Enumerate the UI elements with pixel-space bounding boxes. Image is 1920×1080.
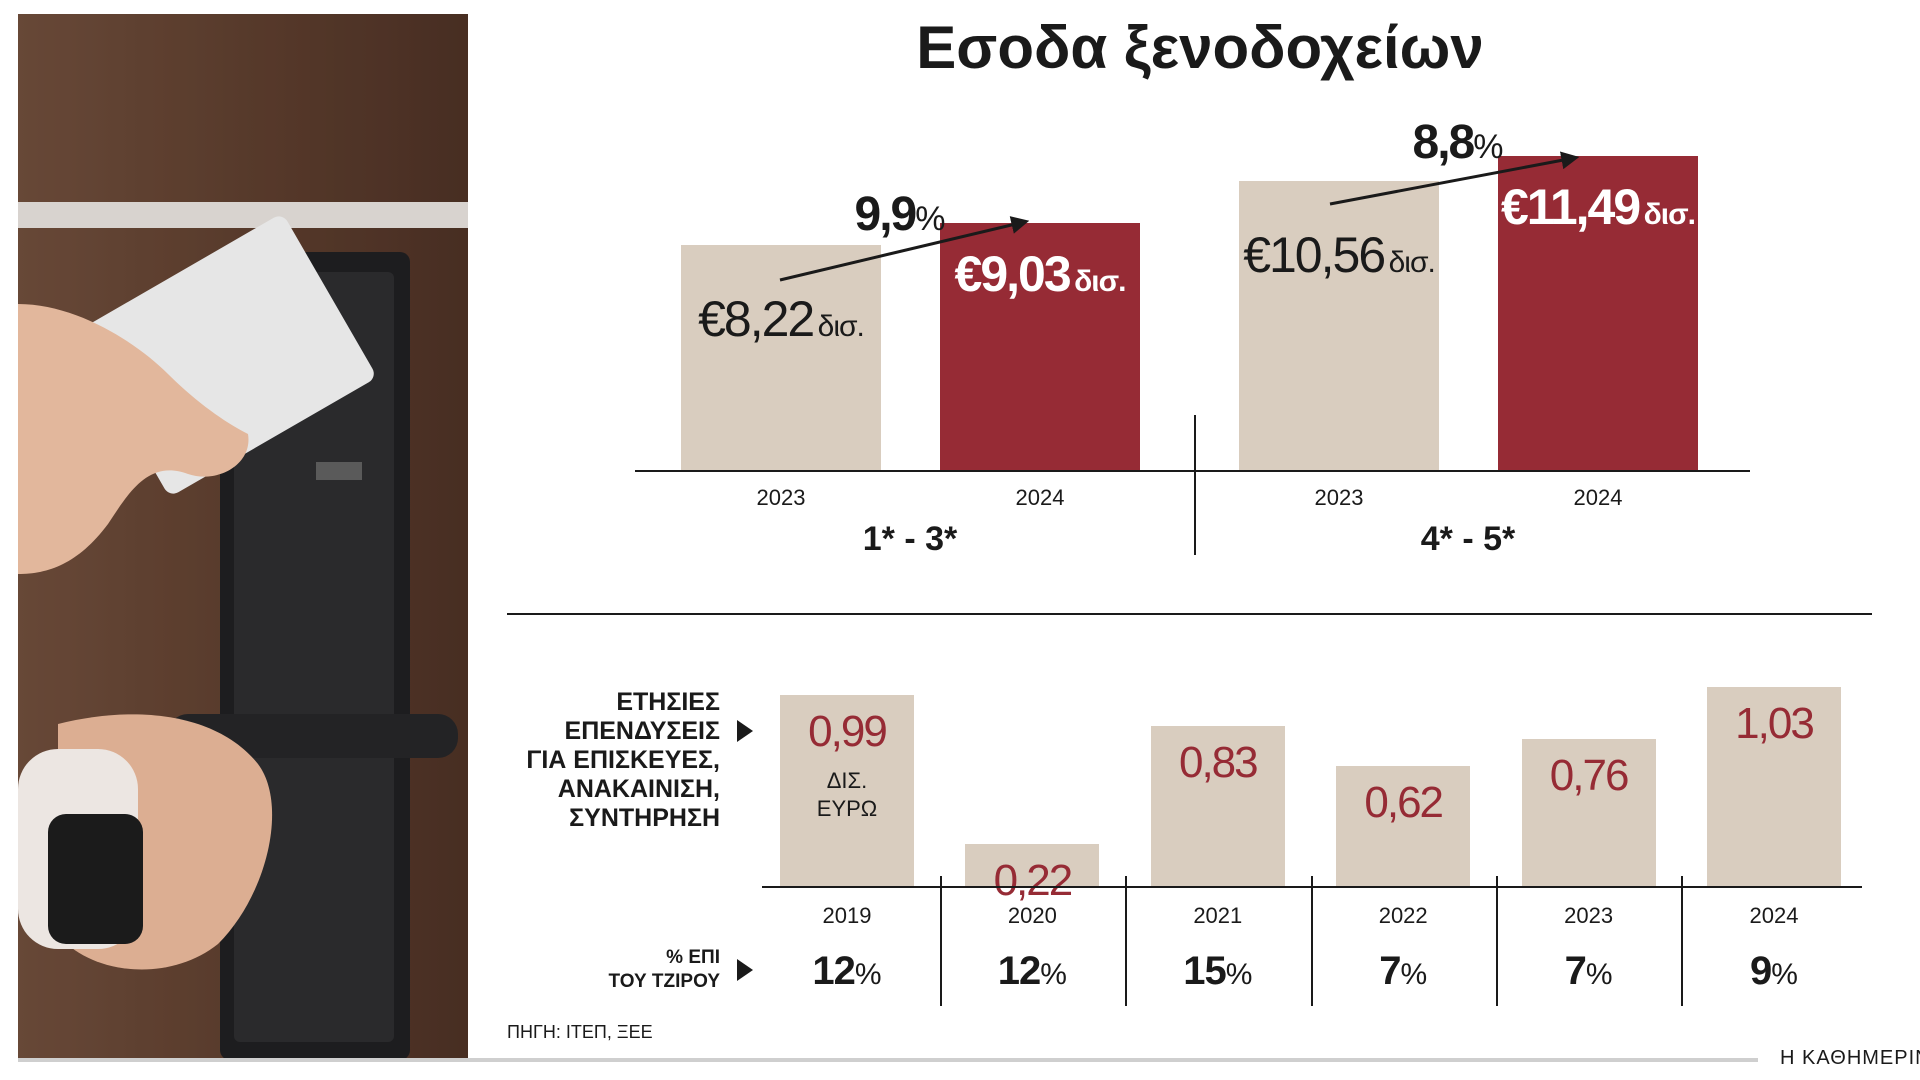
revenue-value-13-2023: €8,22 δισ. [698,291,865,348]
growth-label-45: 8,8% [1412,116,1504,169]
revenue-year-13-2024: 2024 [1015,485,1065,510]
column-separator-2023 [1496,876,1498,1006]
revenue-year-45-2023: 2023 [1314,485,1364,510]
revenue-year-13-2023: 2023 [756,485,806,510]
investment-value-2019: 0,99 [808,706,888,756]
section-divider [507,613,1872,615]
hotel-door-keycard-photo [18,14,468,1059]
investment-bar-2024 [1707,687,1841,886]
turnover-share-2020: 12% [997,949,1067,993]
investment-value-2021: 0,83 [1178,737,1259,787]
revenue-bar-13-2023 [681,245,881,470]
turnover-share-2024: 9% [1750,949,1798,993]
category-label-45: 4* - 5* [1420,520,1516,558]
chart-title: Εσοδα ξενοδοχείων [916,14,1484,81]
investment-value-2023: 0,76 [1549,751,1630,801]
footer-rule [18,1058,1758,1062]
turnover-share-2023: 7% [1564,949,1613,993]
group-separator [1194,415,1196,555]
investment-value-2024: 1,03 [1735,699,1815,749]
investment-row-pointer [737,720,753,742]
top-baseline [635,470,1750,472]
category-label-13: 1* - 3* [862,520,958,558]
investment-year-2023: 2023 [1564,903,1614,928]
turnover-share-2019: 12% [812,949,882,993]
column-separator-2021 [1125,876,1127,1006]
investment-value-2020: 0,22 [993,855,1074,905]
investment-bar-2023 [1521,739,1656,886]
investment-year-2019: 2019 [822,903,872,928]
growth-arrow-4-5-stars [1329,151,1580,206]
revenue-value-45-2023: €10,56 δισ. [1243,227,1436,284]
investment-bar-2019 [780,694,914,886]
investment-bar-2022 [1336,766,1471,886]
revenue-bar-13-2024 [940,223,1140,470]
investment-value-2022: 0,62 [1364,778,1444,828]
investment-bar-2021 [1150,725,1285,886]
revenue-bar-45-2024 [1498,155,1698,470]
revenue-bar-45-2023 [1239,181,1439,470]
revenue-value-13-2024: €9,03 δισ. [954,246,1127,303]
investment-year-2021: 2021 [1193,903,1243,928]
revenue-value-45-2024: €11,49 δισ. [1500,178,1696,235]
investment-row-label: ΕΤΗΣΙΕΣ ΕΠΕΝΔΥΣΕΙΣ ΓΙΑ ΕΠΙΣΚΕΥΕΣ, ΑΝΑΚΑΙ… [526,688,720,832]
investment-unit-label: ΔΙΣ. ΕΥΡΩ [816,767,878,821]
turnover-row-label: % ΕΠΙ ΤΟΥ ΤΖΙΡΟΥ [608,947,720,992]
column-separator-2024 [1681,876,1683,1006]
investment-year-2022: 2022 [1378,903,1428,928]
growth-label-13: 9,9% [854,188,946,241]
source-note: ΠΗΓΗ: ΙΤΕΠ, ΞΕΕ [507,1022,653,1042]
column-separator-2020 [940,876,942,1006]
revenue-year-45-2024: 2024 [1573,485,1623,510]
bottom-baseline [762,886,1862,888]
publisher-brand: Η ΚΑΘΗΜΕΡΙΝΗ [1780,1047,1920,1069]
investment-year-2020: 2020 [1007,903,1057,928]
turnover-share-2022: 7% [1379,949,1428,993]
growth-arrow-1-3-stars [779,216,1030,282]
turnover-row-pointer [737,959,753,981]
investment-bar-2020 [965,843,1100,886]
column-separator-2022 [1311,876,1313,1006]
investment-year-2024: 2024 [1749,903,1799,928]
turnover-share-2021: 15% [1183,949,1253,993]
